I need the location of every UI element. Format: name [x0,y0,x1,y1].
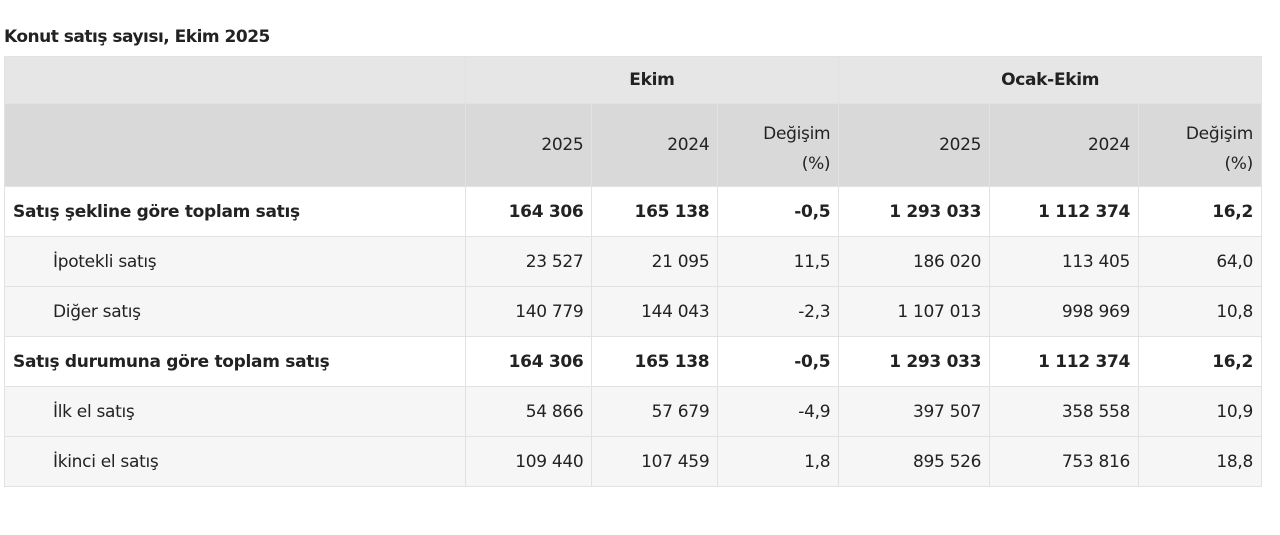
cell-value: 1 112 374 [989,186,1140,237]
cell-value: 107 459 [591,436,719,487]
cell-value: 54 866 [464,386,593,437]
housing-sales-table: Ekim Ocak-Ekim 2025 2024 Değişim (%) 2025 202… [4,56,1262,487]
cell-value: 1 112 374 [989,336,1140,387]
table-row: Satış şekline göre toplam satış 164 306 16… [4,186,1262,237]
table-row: Diğer satış 140 779 144 043 -2,3 1 107 013 99… [4,286,1262,337]
column-header: 2024 [989,103,1140,187]
cell-value: 165 138 [591,186,719,237]
cell-value: 998 969 [989,286,1140,337]
column-header: 2025 [464,103,593,187]
cell-value: -0,5 [717,336,840,387]
header-empty [4,56,466,104]
cell-value: 1 293 033 [838,186,991,237]
cell-value: -2,3 [717,286,840,337]
cell-value: -0,5 [717,186,840,237]
row-label: İpotekli satış [4,236,466,287]
cell-value: 895 526 [838,436,991,487]
header-empty [4,103,466,187]
row-label: Diğer satış [4,286,466,337]
row-label: İkinci el satış [4,436,466,487]
cell-value: 57 679 [591,386,719,437]
cell-value: 113 405 [989,236,1140,287]
cell-value: 186 020 [838,236,991,287]
group-header-ocak-ekim: Ocak-Ekim [838,56,1262,104]
cell-value: 1,8 [717,436,840,487]
cell-value: 16,2 [1138,336,1262,387]
cell-value: 1 107 013 [838,286,991,337]
cell-value: -4,9 [717,386,840,437]
cell-value: 1 293 033 [838,336,991,387]
cell-value: 11,5 [717,236,840,287]
row-label: Satış durumuna göre toplam satış [4,336,466,387]
column-header: Değişim (%) [1138,103,1262,187]
row-label: Satış şekline göre toplam satış [4,186,466,237]
row-label: İlk el satış [4,386,466,437]
cell-value: 164 306 [464,186,593,237]
table-title: Konut satış sayısı, Ekim 2025 [4,27,270,47]
cell-value: 16,2 [1138,186,1262,237]
table-row: İkinci el satış 109 440 107 459 1,8 895 526 7… [4,436,1262,487]
column-header: 2024 [591,103,719,187]
table-row: İlk el satış 54 866 57 679 -4,9 397 507 358 5… [4,386,1262,437]
cell-value: 144 043 [591,286,719,337]
group-header-ekim: Ekim [464,56,840,104]
column-header: Değişim (%) [717,103,840,187]
table-row: İpotekli satış 23 527 21 095 11,5 186 020 113… [4,236,1262,287]
cell-value: 397 507 [838,386,991,437]
table-row: Satış durumuna göre toplam satış 164 306 1… [4,336,1262,387]
cell-value: 10,8 [1138,286,1262,337]
cell-value: 23 527 [464,236,593,287]
cell-value: 358 558 [989,386,1140,437]
cell-value: 64,0 [1138,236,1262,287]
column-header: 2025 [838,103,991,187]
cell-value: 10,9 [1138,386,1262,437]
cell-value: 165 138 [591,336,719,387]
cell-value: 164 306 [464,336,593,387]
cell-value: 109 440 [464,436,593,487]
cell-value: 140 779 [464,286,593,337]
cell-value: 18,8 [1138,436,1262,487]
cell-value: 753 816 [989,436,1140,487]
cell-value: 21 095 [591,236,719,287]
